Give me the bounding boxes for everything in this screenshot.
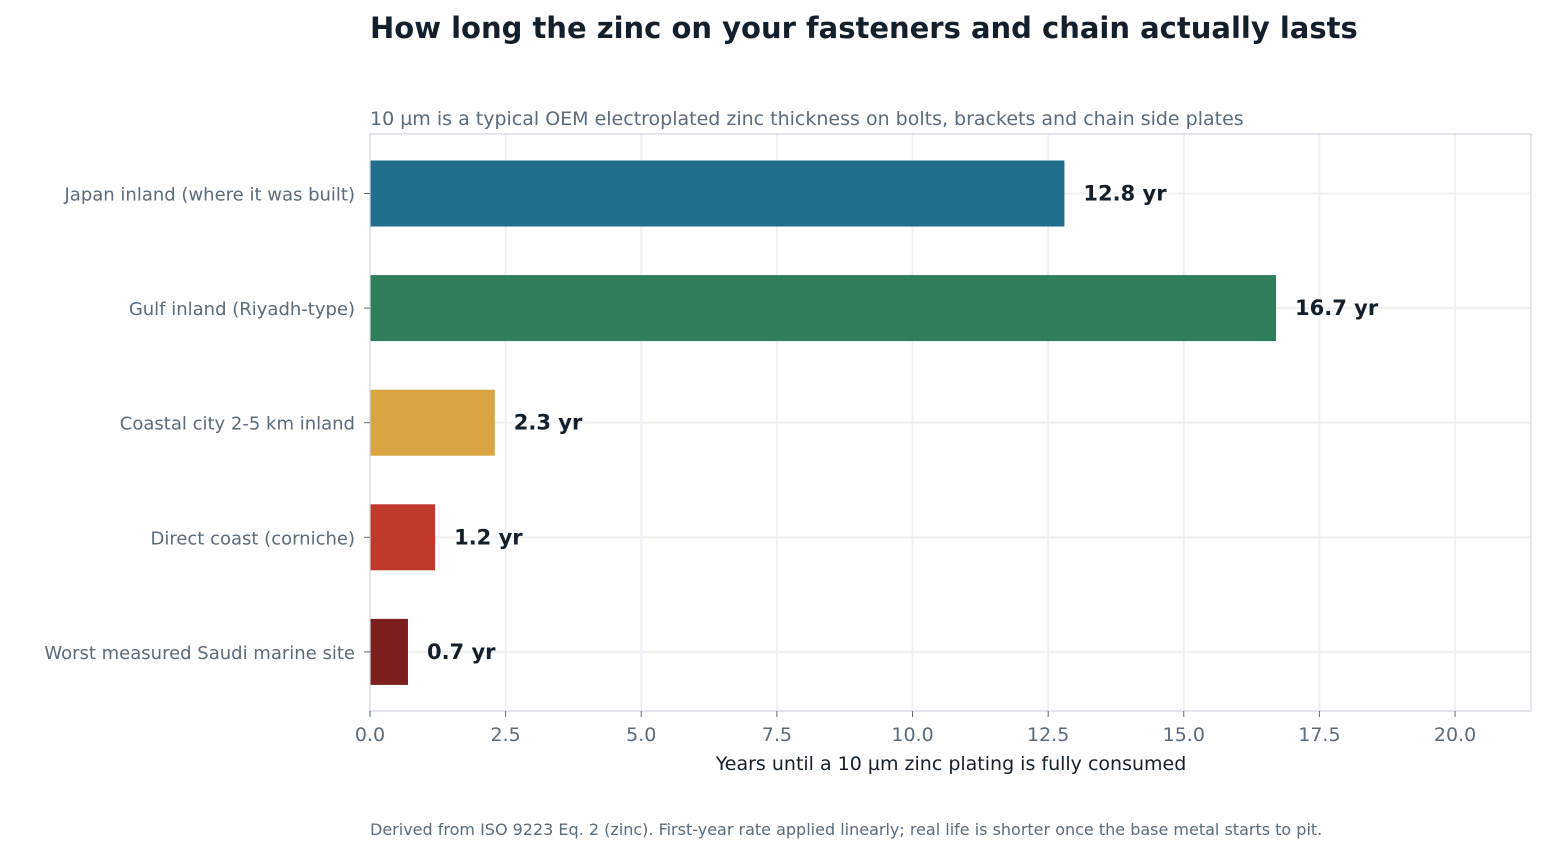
bar xyxy=(370,618,408,685)
bar-value-label: 16.7 yr xyxy=(1295,296,1379,320)
y-axis-ticks: Japan inland (where it was built) Gulf in… xyxy=(44,185,370,664)
x-tick-label: 15.0 xyxy=(1163,724,1205,746)
x-tick-label: 20.0 xyxy=(1434,724,1476,746)
chart-title: How long the zinc on your fasteners and … xyxy=(370,11,1358,45)
y-tick-label: Gulf inland (Riyadh-type) xyxy=(129,299,355,320)
y-tick-label: Coastal city 2-5 km inland xyxy=(120,414,355,435)
chart-footnote: Derived from ISO 9223 Eq. 2 (zinc). Firs… xyxy=(370,820,1322,839)
x-tick-label: 2.5 xyxy=(491,724,521,746)
bar-value-label: 2.3 yr xyxy=(514,411,583,435)
x-axis-label: Years until a 10 µm zinc plating is full… xyxy=(715,753,1187,775)
y-tick-label: Direct coast (corniche) xyxy=(150,528,355,549)
x-tick-label: 17.5 xyxy=(1298,724,1340,746)
x-tick-label: 5.0 xyxy=(626,724,656,746)
y-tick-label: Worst measured Saudi marine site xyxy=(44,643,355,664)
bar-value-label: 0.7 yr xyxy=(427,640,496,664)
x-tick-label: 0.0 xyxy=(355,724,385,746)
x-tick-label: 7.5 xyxy=(762,724,792,746)
bar-value-label: 12.8 yr xyxy=(1083,182,1167,206)
bar xyxy=(370,160,1065,227)
bars: 12.8 yr 16.7 yr 2.3 yr 1.2 yr 0.7 yr xyxy=(370,160,1379,685)
x-tick-label: 12.5 xyxy=(1027,724,1069,746)
x-tick-label: 10.0 xyxy=(891,724,933,746)
y-tick-label: Japan inland (where it was built) xyxy=(64,185,356,206)
bar xyxy=(370,389,495,456)
bar xyxy=(370,504,436,571)
bar xyxy=(370,275,1277,342)
bar-value-label: 1.2 yr xyxy=(454,525,523,549)
chart-subtitle: 10 µm is a typical OEM electroplated zin… xyxy=(370,108,1244,130)
x-axis-ticks: 0.0 2.5 5.0 7.5 10.0 12.5 15.0 17.5 20.0 xyxy=(355,711,1476,746)
